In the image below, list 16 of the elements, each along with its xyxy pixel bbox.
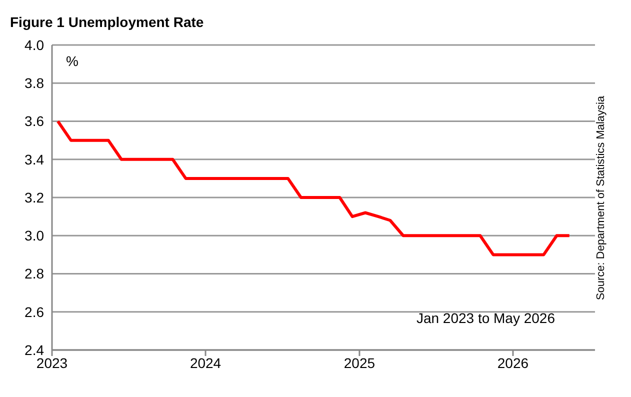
x-tick-label: 2024 bbox=[190, 354, 222, 371]
y-tick-label: 3.2 bbox=[24, 189, 44, 206]
y-tick-label: 3.0 bbox=[24, 228, 44, 244]
annotation: Jan 2023 to May 2026 bbox=[416, 310, 555, 326]
source-note: Source: Department of Statistics Malaysia bbox=[595, 95, 607, 300]
x-tick-label: 2026 bbox=[497, 354, 529, 371]
y-tick-label: 3.4 bbox=[24, 151, 44, 168]
y-tick-label: 2.8 bbox=[24, 266, 44, 282]
annotation: % bbox=[66, 53, 78, 69]
chart-title: Figure 1 Unemployment Rate bbox=[10, 14, 204, 30]
y-tick-label: 4.0 bbox=[24, 36, 44, 53]
x-tick-label: 2025 bbox=[344, 354, 376, 371]
line-series bbox=[56, 120, 571, 256]
y-tick-label: 2.6 bbox=[24, 304, 44, 320]
y-tick-label: 3.6 bbox=[24, 113, 44, 130]
y-tick-label: 3.8 bbox=[24, 75, 44, 92]
